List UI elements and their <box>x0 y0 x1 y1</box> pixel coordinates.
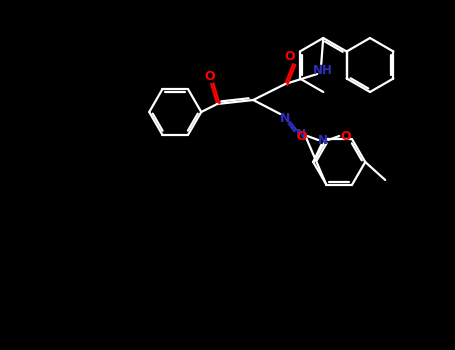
Text: O: O <box>296 130 307 142</box>
Text: N: N <box>318 133 328 147</box>
Text: O: O <box>284 50 294 63</box>
Text: O: O <box>204 70 215 84</box>
Text: N: N <box>280 112 290 125</box>
Text: O: O <box>340 130 350 142</box>
Text: N: N <box>296 127 306 140</box>
Text: NH: NH <box>313 63 333 77</box>
